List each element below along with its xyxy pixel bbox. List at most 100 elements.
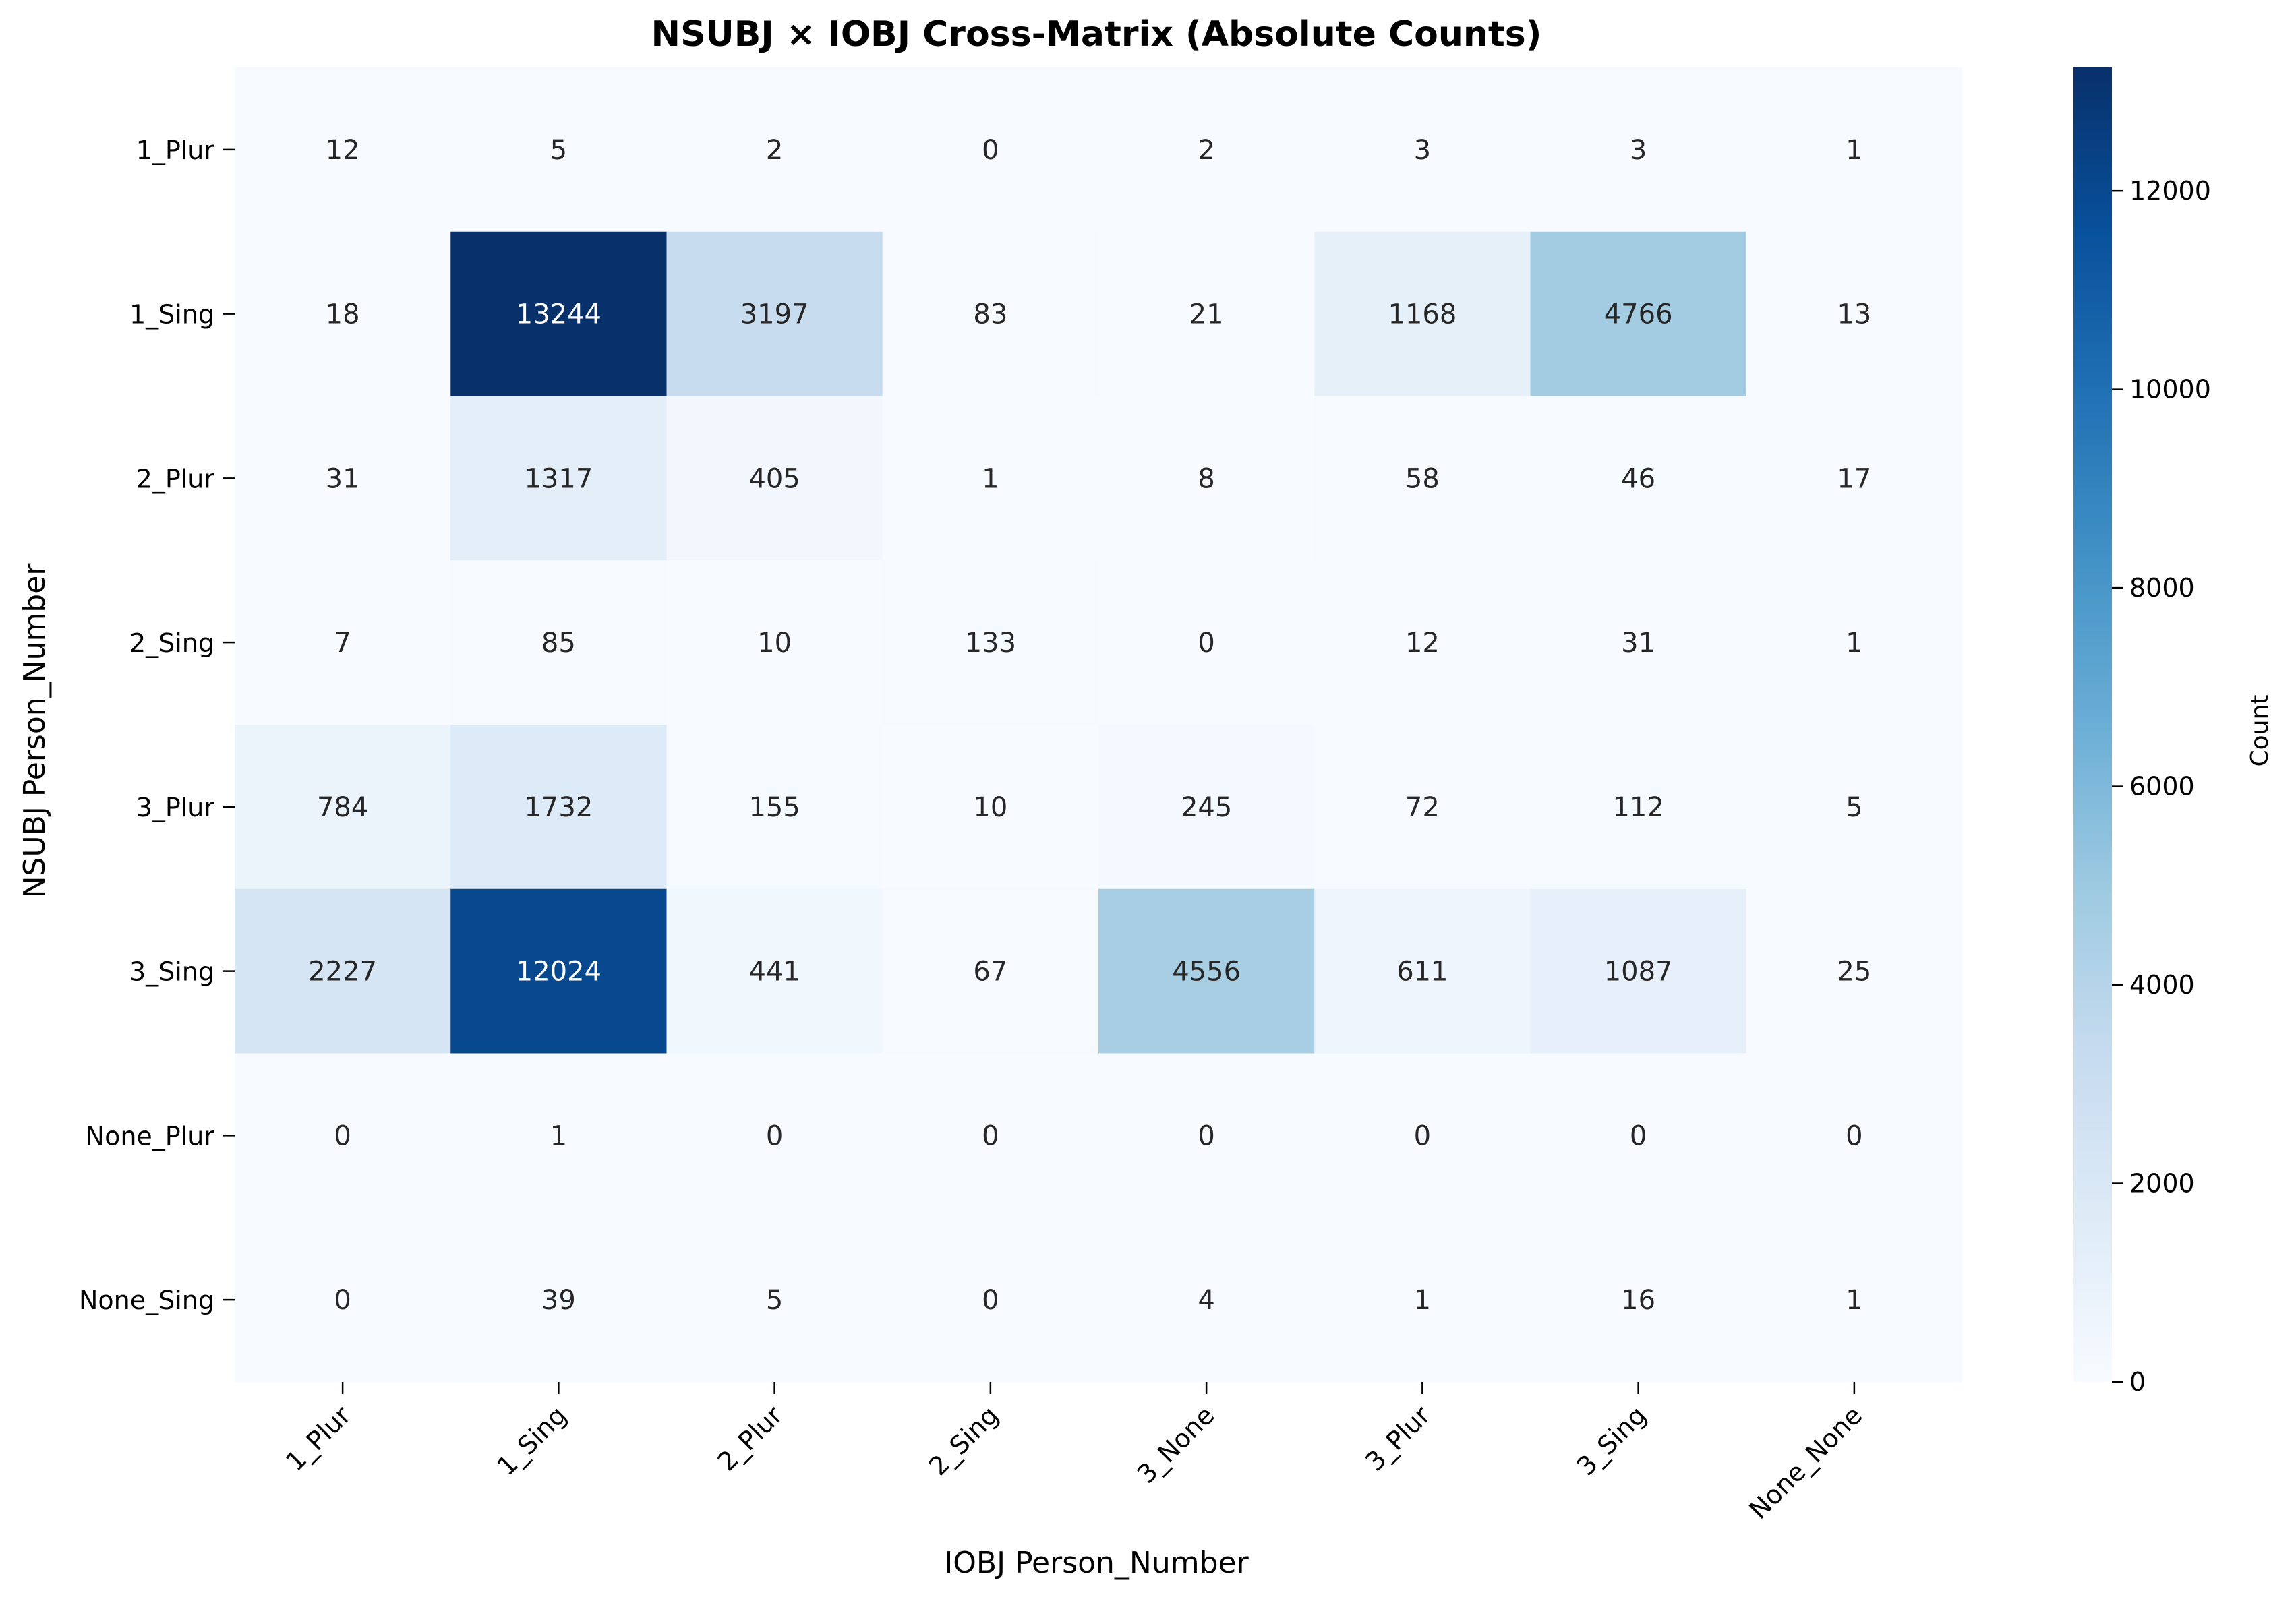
cell-value-label: 611 xyxy=(1396,957,1448,988)
heatmap-cell xyxy=(1098,231,1315,396)
heatmap-cell xyxy=(666,725,883,890)
colorbar-tick-label: 4000 xyxy=(2129,970,2195,1000)
cell-value-label: 133 xyxy=(965,628,1016,659)
heatmap-cell xyxy=(666,560,883,725)
cell-value-label: 31 xyxy=(326,463,360,494)
cell-value-label: 12024 xyxy=(516,957,601,988)
heatmap-cells xyxy=(235,67,1963,1383)
cell-value-label: 1 xyxy=(1414,1285,1431,1316)
cell-value-label: 4 xyxy=(1198,1285,1214,1316)
cell-value-label: 1 xyxy=(1846,1285,1862,1316)
cell-value-label: 5 xyxy=(550,135,567,166)
colorbar-tick-label: 8000 xyxy=(2129,573,2195,603)
heatmap-cell xyxy=(1098,560,1315,725)
heatmap-cell xyxy=(882,396,1099,561)
cell-value-label: 1 xyxy=(1846,628,1862,659)
cell-value-label: 0 xyxy=(1414,1120,1431,1151)
cell-value-label: 0 xyxy=(982,135,999,166)
heatmap-cell xyxy=(1530,725,1747,890)
colorbar-tick-label: 12000 xyxy=(2129,176,2211,206)
heatmap-cell xyxy=(666,67,883,233)
heatmap-cell xyxy=(1530,67,1747,233)
cell-value-label: 16 xyxy=(1621,1285,1655,1316)
heatmap-cell xyxy=(882,888,1099,1054)
cell-value-label: 0 xyxy=(766,1120,783,1151)
heatmap-cell xyxy=(1746,560,1963,725)
heatmap-cell xyxy=(1530,1053,1747,1218)
heatmap-cell xyxy=(1746,396,1963,561)
y-tick-label: 3_Sing xyxy=(129,957,214,987)
heatmap-cell xyxy=(450,560,667,725)
cell-value-label: 0 xyxy=(982,1285,999,1316)
cell-value-label: 155 xyxy=(748,792,800,823)
heatmap-cell xyxy=(882,67,1099,233)
cell-value-label: 83 xyxy=(973,299,1007,330)
heatmap-cell xyxy=(882,1053,1099,1218)
cell-value-label: 5 xyxy=(1846,792,1862,823)
cell-value-label: 1 xyxy=(982,463,999,494)
heatmap-cell xyxy=(882,231,1099,396)
heatmap-cell xyxy=(1314,1053,1531,1218)
heatmap-cell xyxy=(450,1053,667,1218)
heatmap-cell xyxy=(1746,888,1963,1054)
cell-value-label: 0 xyxy=(1630,1120,1647,1151)
heatmap-cell xyxy=(1530,888,1747,1054)
cell-value-label: 67 xyxy=(973,957,1007,988)
heatmap-cell xyxy=(1098,888,1315,1054)
cell-value-label: 784 xyxy=(317,792,368,823)
cell-value-label: 1317 xyxy=(524,463,593,494)
y-tick-label: 2_Sing xyxy=(129,628,214,658)
cell-value-label: 1 xyxy=(1846,135,1862,166)
y-axis: 1_Plur 1_Sing 2_Plur 2_Sing 3_Plur 3_Sing None… xyxy=(79,135,235,1315)
cell-value-label: 17 xyxy=(1837,463,1871,494)
heatmap-cell xyxy=(666,1053,883,1218)
heatmap-cell xyxy=(1098,67,1315,233)
y-tick-label: 2_Plur xyxy=(136,464,215,493)
cell-value-label: 10 xyxy=(757,628,792,659)
heatmap-cell xyxy=(1746,1053,1963,1218)
cell-value-label: 1732 xyxy=(524,792,593,823)
heatmap-cell xyxy=(882,1217,1099,1383)
cell-value-label: 58 xyxy=(1405,463,1440,494)
y-axis-label: NSUBJ Person_Number xyxy=(18,563,52,899)
cell-value-label: 441 xyxy=(748,957,800,988)
heatmap-cell xyxy=(1314,560,1531,725)
cell-value-label: 1168 xyxy=(1388,299,1456,330)
heatmap-cell xyxy=(450,888,667,1054)
heatmap-cell xyxy=(235,67,451,233)
y-tick-label: 3_Plur xyxy=(136,793,215,822)
y-tick-label: None_Sing xyxy=(79,1286,214,1315)
cell-value-label: 0 xyxy=(1198,628,1214,659)
cell-value-label: 0 xyxy=(982,1120,999,1151)
heatmap-cell xyxy=(235,560,451,725)
heatmap-cell xyxy=(235,1053,451,1218)
cell-value-label: 1 xyxy=(550,1120,567,1151)
heatmap-cell xyxy=(1314,231,1531,396)
y-tick-label: 1_Sing xyxy=(129,300,214,330)
heatmap-cell xyxy=(235,725,451,890)
heatmap-cell xyxy=(1746,67,1963,233)
cell-value-label: 0 xyxy=(334,1285,351,1316)
colorbar-tick-label: 0 xyxy=(2129,1367,2146,1397)
heatmap-cell xyxy=(450,1217,667,1383)
chart-title: NSUBJ × IOBJ Cross-Matrix (Absolute Coun… xyxy=(651,14,1542,55)
cell-value-label: 46 xyxy=(1621,463,1655,494)
cell-value-label: 12 xyxy=(1405,628,1440,659)
cell-value-label: 0 xyxy=(1198,1120,1214,1151)
heatmap-cell xyxy=(1314,888,1531,1054)
heatmap-cell xyxy=(666,1217,883,1383)
heatmap-cell xyxy=(450,231,667,396)
cell-value-label: 72 xyxy=(1405,792,1440,823)
heatmap-cell xyxy=(1314,1217,1531,1383)
heatmap-cell xyxy=(1098,725,1315,890)
cell-value-label: 112 xyxy=(1612,792,1664,823)
heatmap-cell xyxy=(1530,560,1747,725)
heatmap-cell xyxy=(882,560,1099,725)
heatmap-cell xyxy=(235,231,451,396)
cell-value-label: 1087 xyxy=(1604,957,1673,988)
cell-value-label: 2 xyxy=(766,135,783,166)
heatmap-cell xyxy=(1530,1217,1747,1383)
cell-value-label: 39 xyxy=(541,1285,576,1316)
